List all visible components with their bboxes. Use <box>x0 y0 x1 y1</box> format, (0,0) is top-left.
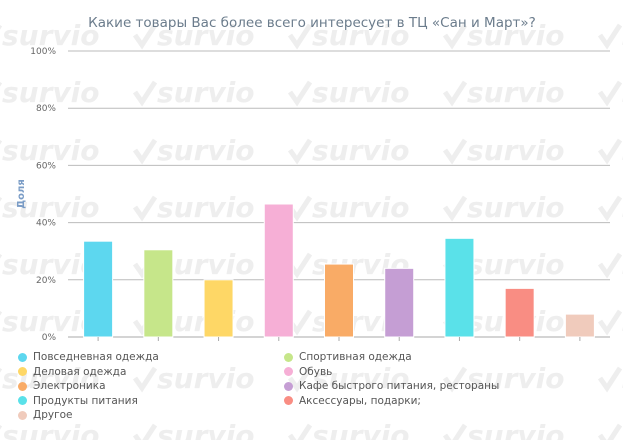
svg-text:survio: survio <box>157 362 255 395</box>
y-tick-label: 100% <box>30 47 56 57</box>
watermark-tile: survio <box>287 19 410 52</box>
legend-label: Аксессуары, подарки; <box>299 394 421 407</box>
y-tick-labels: 0% 20% 40% 60% 80% 100% <box>30 47 56 343</box>
y-tick-label: 0% <box>42 333 57 343</box>
legend-swatch <box>284 367 293 376</box>
watermark-tile: survio <box>132 134 255 167</box>
legend-label: Повседневная одежда <box>33 351 159 363</box>
bar <box>564 313 595 338</box>
legend-swatch <box>284 396 293 405</box>
svg-text:survio: survio <box>2 76 100 109</box>
watermark-tile: survio <box>287 134 410 167</box>
bar <box>324 263 354 338</box>
watermark-tile: survio <box>0 19 100 52</box>
chart-title: Какие товары Вас более всего интересует … <box>88 15 536 31</box>
watermark-tile: survio <box>132 19 255 52</box>
y-axis-label: Доля <box>16 179 27 209</box>
legend-label: Кафе быстрого питания, рестораны <box>299 380 500 392</box>
legend-item: Продукты питания <box>18 394 138 408</box>
watermark-tile: survio <box>132 76 255 109</box>
legend-swatch <box>284 381 293 391</box>
legend-label: Деловая одежда <box>33 365 127 378</box>
bar <box>263 203 294 338</box>
bar <box>444 237 475 338</box>
watermark-tile: survio <box>0 134 100 167</box>
legend-label: Другое <box>33 409 73 421</box>
bar <box>143 249 174 338</box>
legend-swatch <box>284 352 293 362</box>
svg-text:survio: survio <box>157 134 255 167</box>
bar <box>83 240 114 338</box>
legend-swatch <box>18 396 27 405</box>
y-tick-label: 40% <box>36 219 56 229</box>
watermark-tile: survio <box>442 191 565 224</box>
y-tick-label: 60% <box>36 161 56 171</box>
legend-label: Электроника <box>33 380 106 392</box>
svg-text:survio: survio <box>467 134 565 167</box>
bar <box>384 267 415 338</box>
bars <box>83 203 595 341</box>
watermark-tile: survio <box>442 362 565 395</box>
svg-text:survio: survio <box>157 76 255 109</box>
svg-text:survio: survio <box>467 419 565 440</box>
watermark-tile: survio <box>442 134 565 167</box>
watermark-tile: survio <box>287 362 410 395</box>
legend-item: Повседневная одежда <box>18 350 159 364</box>
watermark-tile: survio <box>442 419 565 440</box>
legend-item: Деловая одежда <box>18 365 126 379</box>
svg-text:survio: survio <box>157 419 255 440</box>
legend-item: Аксессуары, подарки; <box>284 394 421 408</box>
legend-swatch <box>18 381 27 391</box>
watermark-tile: survio <box>287 76 410 109</box>
legend-swatch <box>18 410 27 420</box>
svg-text:survio: survio <box>2 19 100 52</box>
legend-item: Спортивная одежда <box>284 350 412 364</box>
y-tick-label: 20% <box>36 276 56 286</box>
svg-text:survio: survio <box>312 362 410 395</box>
legend-swatch <box>18 352 27 362</box>
svg-text:survio: survio <box>312 134 410 167</box>
svg-text:survio: survio <box>2 134 100 167</box>
legend-item: Кафе быстрого питания, рестораны <box>284 379 499 393</box>
legend-swatch <box>18 367 27 376</box>
watermark-tile: survio <box>442 76 565 109</box>
svg-text:survio: survio <box>467 191 565 224</box>
legend-label: Обувь <box>299 365 333 378</box>
svg-text:survio: survio <box>312 76 410 109</box>
watermark-tile: survio <box>442 19 565 52</box>
watermark-tile: survio <box>0 191 100 224</box>
legend-label: Продукты питания <box>33 394 138 407</box>
bar <box>203 279 234 338</box>
svg-text:survio: survio <box>2 191 100 224</box>
legend-item: Другое <box>18 408 72 422</box>
watermark-tile: survio <box>0 76 100 109</box>
svg-text:survio: survio <box>467 76 565 109</box>
svg-text:survio: survio <box>157 191 255 224</box>
svg-text:survio: survio <box>467 362 565 395</box>
svg-text:survio: survio <box>312 191 410 224</box>
svg-text:survio: survio <box>467 248 565 281</box>
bar <box>504 287 535 338</box>
watermark-tile: survio <box>132 191 255 224</box>
svg-text:survio: survio <box>157 19 255 52</box>
svg-text:survio: survio <box>467 19 565 52</box>
svg-text:survio: survio <box>312 419 410 440</box>
watermark-tile: survio <box>0 419 100 440</box>
watermark-tile: survio <box>287 419 410 440</box>
svg-text:survio: survio <box>312 19 410 52</box>
legend-item: Электроника <box>18 379 106 393</box>
watermark-tile: survio <box>132 362 255 395</box>
y-tick-label: 80% <box>36 104 56 114</box>
svg-text:survio: survio <box>2 419 100 440</box>
legend-label: Спортивная одежда <box>299 351 412 363</box>
legend-item: Обувь <box>284 365 332 379</box>
watermark-tile: survio <box>132 419 255 440</box>
